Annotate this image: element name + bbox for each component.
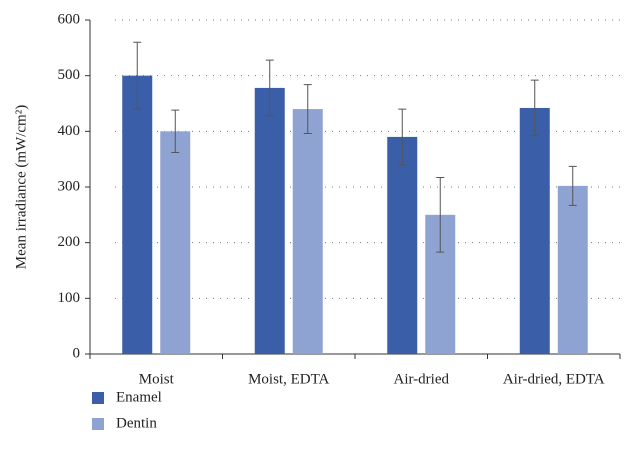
bar bbox=[387, 136, 418, 354]
error-bar bbox=[398, 108, 407, 166]
x-tick-label: Air-dried bbox=[393, 371, 449, 387]
bar bbox=[254, 87, 285, 354]
legend-swatch bbox=[92, 392, 104, 404]
legend-label: Dentin bbox=[116, 415, 157, 431]
x-tick-label: Air-dried, EDTA bbox=[503, 371, 605, 387]
y-tick-label: 0 bbox=[73, 345, 81, 361]
legend-label: Enamel bbox=[116, 389, 162, 405]
error-bar bbox=[133, 41, 142, 110]
error-bar bbox=[568, 165, 577, 206]
y-tick-label: 300 bbox=[58, 178, 81, 194]
bar bbox=[557, 185, 588, 354]
x-tick-label: Moist, EDTA bbox=[248, 371, 329, 387]
x-tick-label: Moist bbox=[139, 371, 175, 387]
y-tick-label: 200 bbox=[58, 234, 81, 250]
error-bar bbox=[265, 59, 274, 117]
legend-swatch bbox=[92, 418, 104, 430]
error-bar bbox=[171, 109, 180, 153]
y-axis-label: Mean irradiance (mW/cm²) bbox=[13, 105, 29, 269]
y-tick-label: 400 bbox=[58, 123, 81, 139]
bar bbox=[122, 75, 153, 355]
bar bbox=[160, 131, 191, 354]
bar bbox=[519, 107, 550, 354]
y-tick-label: 600 bbox=[58, 11, 81, 27]
y-tick-label: 500 bbox=[58, 67, 81, 83]
y-tick-label: 100 bbox=[58, 290, 81, 306]
error-bar bbox=[530, 79, 539, 137]
error-bar bbox=[303, 84, 312, 135]
bar bbox=[292, 109, 323, 354]
error-bar bbox=[436, 177, 445, 253]
